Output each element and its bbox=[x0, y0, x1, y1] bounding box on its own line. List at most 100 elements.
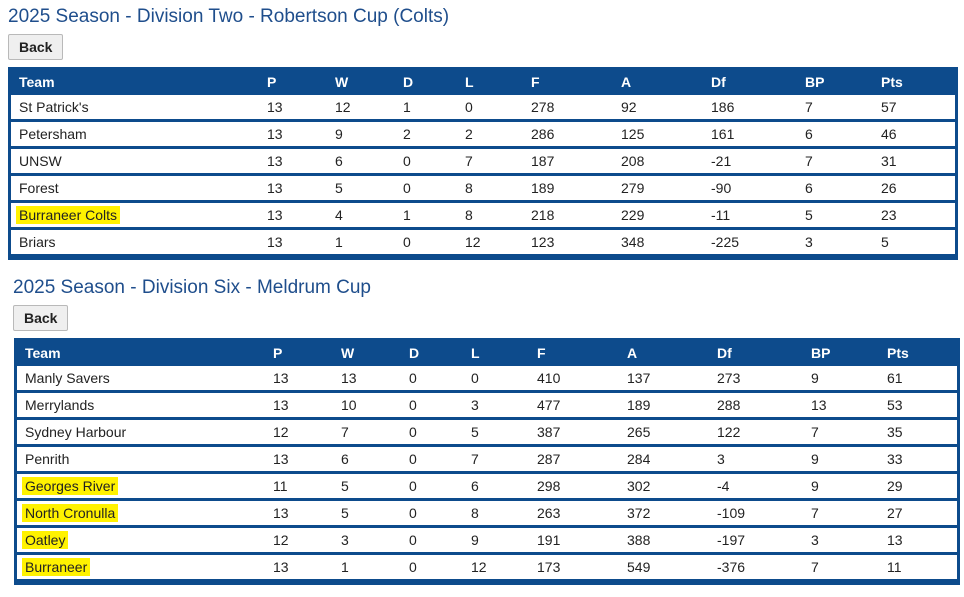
column-header-p: P bbox=[265, 344, 333, 363]
stat-cell-f: 278 bbox=[523, 95, 613, 119]
stat-cell-w: 7 bbox=[333, 420, 401, 444]
column-header-w: W bbox=[327, 73, 395, 92]
table-row: Burraneer Colts 13 4 1 8 218 229 -11 5 23 bbox=[11, 203, 955, 227]
stat-cell-bp: 3 bbox=[803, 528, 879, 552]
stat-cell-df: 273 bbox=[709, 366, 803, 390]
stat-cell-p: 11 bbox=[265, 474, 333, 498]
table-row: Merrylands 13 10 0 3 477 189 288 13 53 bbox=[17, 393, 957, 417]
stat-cell-p: 13 bbox=[265, 366, 333, 390]
back-button[interactable]: Back bbox=[13, 305, 69, 331]
column-header-d: D bbox=[401, 344, 463, 363]
stat-cell-df: -109 bbox=[709, 501, 803, 525]
stat-cell-f: 410 bbox=[529, 366, 619, 390]
stat-cell-df: 3 bbox=[709, 447, 803, 471]
team-name: Penrith bbox=[25, 451, 70, 467]
stat-cell-df: -225 bbox=[703, 230, 797, 254]
table-row: St Patrick's 13 12 1 0 278 92 186 7 57 bbox=[11, 95, 955, 119]
stat-cell-f: 263 bbox=[529, 501, 619, 525]
stat-cell-l: 12 bbox=[463, 555, 529, 579]
column-header-df: Df bbox=[703, 73, 797, 92]
stat-cell-w: 3 bbox=[333, 528, 401, 552]
stat-cell-a: 125 bbox=[613, 122, 703, 146]
column-header-bp: BP bbox=[803, 344, 879, 363]
stat-cell-d: 0 bbox=[401, 447, 463, 471]
table-header-row: Team P W D L F A Df BP Pts bbox=[17, 344, 957, 363]
team-cell: Briars bbox=[11, 230, 259, 254]
stat-cell-l: 0 bbox=[457, 95, 523, 119]
stat-cell-d: 0 bbox=[401, 555, 463, 579]
team-cell: Forest bbox=[11, 176, 259, 200]
team-cell: UNSW bbox=[11, 149, 259, 173]
stat-cell-d: 1 bbox=[395, 203, 457, 227]
stat-cell-w: 5 bbox=[333, 474, 401, 498]
stat-cell-a: 92 bbox=[613, 95, 703, 119]
stat-cell-p: 13 bbox=[259, 203, 327, 227]
stat-cell-df: -21 bbox=[703, 149, 797, 173]
table-row: Forest 13 5 0 8 189 279 -90 6 26 bbox=[11, 176, 955, 200]
team-name: Sydney Harbour bbox=[25, 424, 127, 440]
stat-cell-pts: 11 bbox=[879, 555, 957, 579]
stat-cell-l: 2 bbox=[457, 122, 523, 146]
stat-cell-a: 549 bbox=[619, 555, 709, 579]
stat-cell-df: -11 bbox=[703, 203, 797, 227]
stat-cell-bp: 5 bbox=[797, 203, 873, 227]
team-name: UNSW bbox=[19, 153, 62, 169]
team-cell: Manly Savers bbox=[17, 366, 265, 390]
stat-cell-a: 302 bbox=[619, 474, 709, 498]
stat-cell-w: 13 bbox=[333, 366, 401, 390]
stat-cell-f: 477 bbox=[529, 393, 619, 417]
section-title-division-two: 2025 Season - Division Two - Robertson C… bbox=[8, 6, 450, 27]
stat-cell-pts: 57 bbox=[873, 95, 955, 119]
stat-cell-l: 9 bbox=[463, 528, 529, 552]
stat-cell-f: 218 bbox=[523, 203, 613, 227]
team-name: Petersham bbox=[19, 126, 87, 142]
column-header-team: Team bbox=[17, 344, 265, 363]
stat-cell-p: 13 bbox=[265, 555, 333, 579]
stat-cell-l: 5 bbox=[463, 420, 529, 444]
stat-cell-p: 13 bbox=[265, 393, 333, 417]
stat-cell-f: 173 bbox=[529, 555, 619, 579]
column-header-a: A bbox=[619, 344, 709, 363]
column-header-bp: BP bbox=[797, 73, 873, 92]
stat-cell-pts: 46 bbox=[873, 122, 955, 146]
back-button[interactable]: Back bbox=[8, 34, 64, 60]
stat-cell-d: 2 bbox=[395, 122, 457, 146]
team-cell: Georges River bbox=[17, 474, 265, 498]
stat-cell-pts: 35 bbox=[879, 420, 957, 444]
stat-cell-bp: 7 bbox=[803, 420, 879, 444]
stat-cell-df: -376 bbox=[709, 555, 803, 579]
stat-cell-d: 0 bbox=[395, 230, 457, 254]
stat-cell-w: 1 bbox=[327, 230, 395, 254]
stat-cell-w: 9 bbox=[327, 122, 395, 146]
team-cell: North Cronulla bbox=[17, 501, 265, 525]
stat-cell-p: 13 bbox=[259, 95, 327, 119]
stat-cell-f: 286 bbox=[523, 122, 613, 146]
stat-cell-w: 4 bbox=[327, 203, 395, 227]
team-name: Oatley bbox=[22, 531, 69, 549]
team-name: North Cronulla bbox=[22, 504, 119, 522]
table-row: Petersham 13 9 2 2 286 125 161 6 46 bbox=[11, 122, 955, 146]
stat-cell-bp: 3 bbox=[797, 230, 873, 254]
team-cell: Burraneer Colts bbox=[11, 203, 259, 227]
stat-cell-l: 8 bbox=[457, 176, 523, 200]
stat-cell-w: 5 bbox=[327, 176, 395, 200]
team-cell: Penrith bbox=[17, 447, 265, 471]
stat-cell-d: 0 bbox=[401, 528, 463, 552]
stat-cell-a: 265 bbox=[619, 420, 709, 444]
stat-cell-d: 0 bbox=[395, 149, 457, 173]
stat-cell-df: -197 bbox=[709, 528, 803, 552]
team-name: Burraneer Colts bbox=[16, 206, 121, 224]
team-cell: Petersham bbox=[11, 122, 259, 146]
team-name: Forest bbox=[19, 180, 59, 196]
stat-cell-w: 1 bbox=[333, 555, 401, 579]
stat-cell-pts: 5 bbox=[873, 230, 955, 254]
stat-cell-l: 8 bbox=[463, 501, 529, 525]
stat-cell-l: 0 bbox=[463, 366, 529, 390]
stat-cell-f: 387 bbox=[529, 420, 619, 444]
standings-table-division-two: Team P W D L F A Df BP Pts St Patrick's 13 12 1 0 278 9… bbox=[8, 67, 958, 260]
stat-cell-d: 0 bbox=[395, 176, 457, 200]
stat-cell-pts: 26 bbox=[873, 176, 955, 200]
stat-cell-bp: 7 bbox=[797, 149, 873, 173]
table-row: Sydney Harbour 12 7 0 5 387 265 122 7 35 bbox=[17, 420, 957, 444]
stat-cell-pts: 31 bbox=[873, 149, 955, 173]
